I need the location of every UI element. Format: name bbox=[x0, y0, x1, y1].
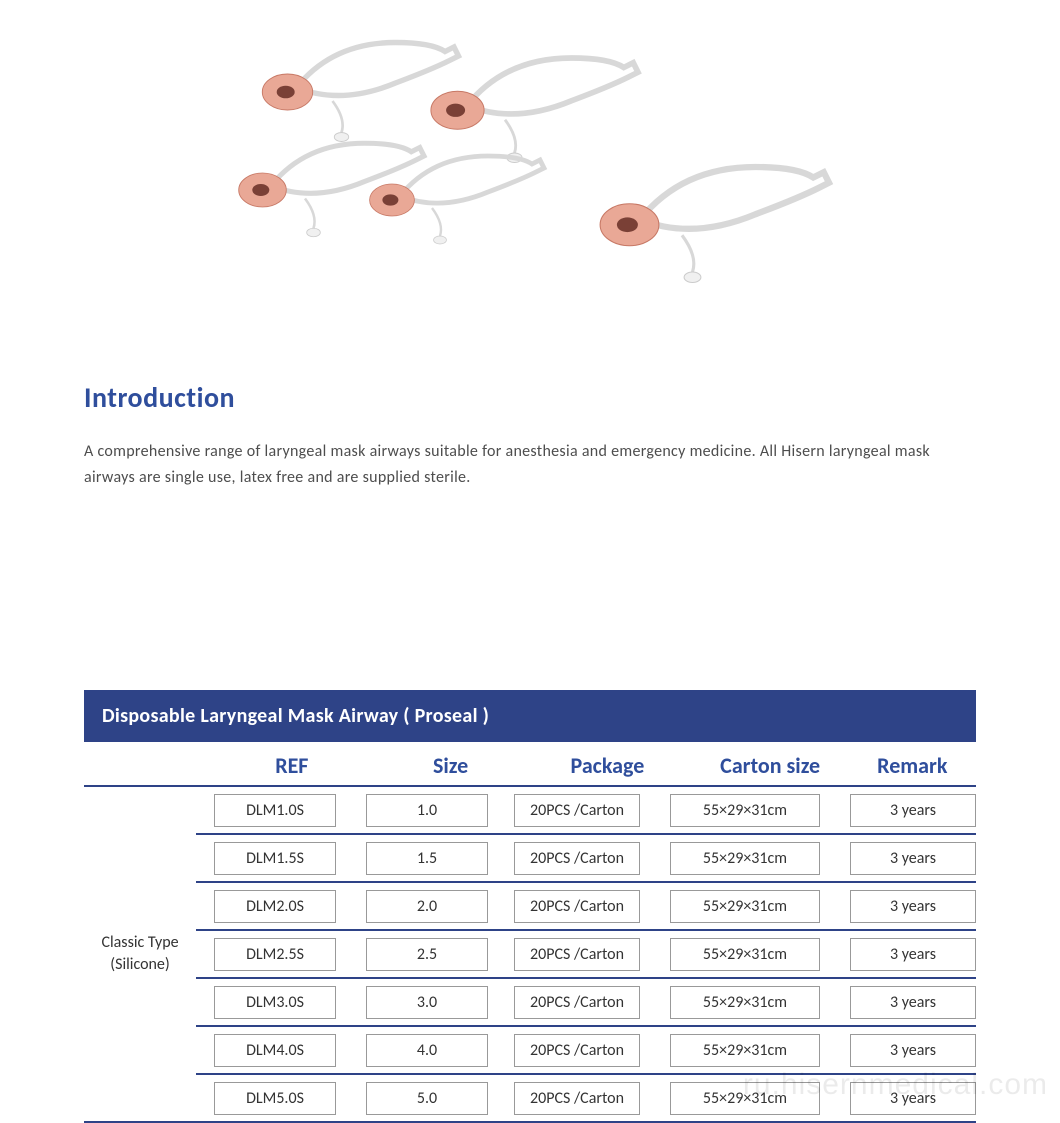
cell-carton_size: 55×29×31cm bbox=[670, 1034, 820, 1067]
column-header-type bbox=[84, 752, 206, 779]
cell-size: 2.5 bbox=[366, 938, 488, 971]
cell-size: 1.5 bbox=[366, 842, 488, 875]
cell-size: 5.0 bbox=[366, 1082, 488, 1115]
cell-package: 20PCS /Carton bbox=[514, 842, 640, 875]
cell-size: 3.0 bbox=[366, 986, 488, 1019]
cell-package: 20PCS /Carton bbox=[514, 1034, 640, 1067]
table-row: DLM5.0S 5.0 20PCS /Carton 55×29×31cm 3 years bbox=[196, 1075, 976, 1123]
cell-size: 2.0 bbox=[366, 890, 488, 923]
cell-remark: 3 years bbox=[850, 842, 976, 875]
cell-size: 4.0 bbox=[366, 1034, 488, 1067]
introduction-heading: Introduction bbox=[84, 380, 976, 415]
column-header-row: REF Size Package Carton size Remark bbox=[84, 742, 976, 785]
cell-remark: 3 years bbox=[850, 1082, 976, 1115]
cell-carton_size: 55×29×31cm bbox=[670, 938, 820, 971]
table-row: DLM2.5S 2.5 20PCS /Carton 55×29×31cm 3 years bbox=[196, 931, 976, 979]
column-header-ref: REF bbox=[206, 752, 379, 779]
type-label-cell: Classic Type (Silicone) bbox=[84, 787, 196, 1123]
cell-package: 20PCS /Carton bbox=[514, 1082, 640, 1115]
cell-ref: DLM4.0S bbox=[214, 1034, 336, 1067]
table-row: DLM1.0S 1.0 20PCS /Carton 55×29×31cm 3 years bbox=[196, 787, 976, 835]
cell-carton_size: 55×29×31cm bbox=[670, 890, 820, 923]
table-row: DLM2.0S 2.0 20PCS /Carton 55×29×31cm 3 years bbox=[196, 883, 976, 931]
column-header-remark: Remark bbox=[849, 752, 976, 779]
cell-ref: DLM1.0S bbox=[214, 794, 336, 827]
column-header-carton-size: Carton size bbox=[692, 752, 849, 779]
page-root: Introduction A comprehensive range of la… bbox=[0, 0, 1060, 1123]
cell-carton_size: 55×29×31cm bbox=[670, 1082, 820, 1115]
cell-ref: DLM2.0S bbox=[214, 890, 336, 923]
table-body: Classic Type (Silicone) DLM1.0S 1.0 20PCS … bbox=[84, 785, 976, 1123]
column-header-package: Package bbox=[523, 752, 692, 779]
cell-remark: 3 years bbox=[850, 794, 976, 827]
introduction-section: Introduction A comprehensive range of la… bbox=[0, 380, 1060, 490]
table-row: DLM4.0S 4.0 20PCS /Carton 55×29×31cm 3 years bbox=[196, 1027, 976, 1075]
cell-remark: 3 years bbox=[850, 938, 976, 971]
spec-table-section: Disposable Laryngeal Mask Airway ( Prose… bbox=[0, 690, 1060, 1123]
cell-carton_size: 55×29×31cm bbox=[670, 842, 820, 875]
cell-carton_size: 55×29×31cm bbox=[670, 986, 820, 1019]
product-image bbox=[0, 0, 1060, 340]
table-row: DLM1.5S 1.5 20PCS /Carton 55×29×31cm 3 years bbox=[196, 835, 976, 883]
table-row: DLM3.0S 3.0 20PCS /Carton 55×29×31cm 3 years bbox=[196, 979, 976, 1027]
cell-size: 1.0 bbox=[366, 794, 488, 827]
cell-package: 20PCS /Carton bbox=[514, 938, 640, 971]
type-label-line2: (Silicone) bbox=[110, 954, 170, 976]
cell-carton_size: 55×29×31cm bbox=[670, 794, 820, 827]
cell-remark: 3 years bbox=[850, 890, 976, 923]
cell-ref: DLM1.5S bbox=[214, 842, 336, 875]
cell-ref: DLM5.0S bbox=[214, 1082, 336, 1115]
cell-package: 20PCS /Carton bbox=[514, 986, 640, 1019]
introduction-text: A comprehensive range of laryngeal mask … bbox=[84, 439, 976, 490]
cell-package: 20PCS /Carton bbox=[514, 794, 640, 827]
type-label-line1: Classic Type bbox=[101, 932, 178, 954]
cell-package: 20PCS /Carton bbox=[514, 890, 640, 923]
cell-remark: 3 years bbox=[850, 986, 976, 1019]
cell-ref: DLM2.5S bbox=[214, 938, 336, 971]
rows-container: DLM1.0S 1.0 20PCS /Carton 55×29×31cm 3 years… bbox=[196, 787, 976, 1123]
cell-remark: 3 years bbox=[850, 1034, 976, 1067]
table-title-bar: Disposable Laryngeal Mask Airway ( Prose… bbox=[84, 690, 976, 742]
laryngeal-mask-illustration bbox=[220, 20, 840, 320]
cell-ref: DLM3.0S bbox=[214, 986, 336, 1019]
column-header-size: Size bbox=[378, 752, 523, 779]
